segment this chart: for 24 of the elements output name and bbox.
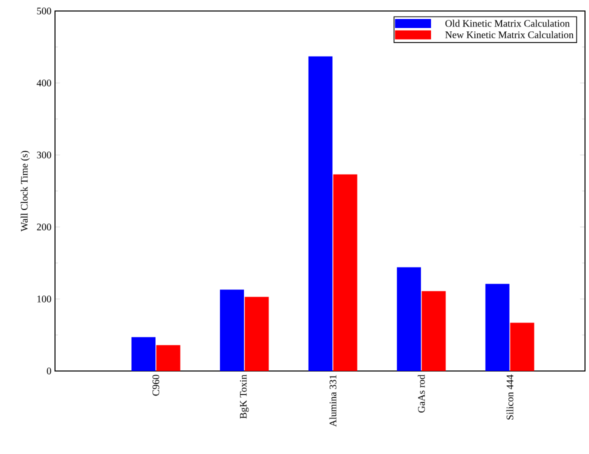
bar bbox=[422, 291, 446, 371]
x-tick-label: C960 bbox=[152, 374, 160, 396]
bar bbox=[510, 322, 534, 371]
bar bbox=[333, 174, 358, 371]
bar bbox=[131, 337, 156, 371]
x-tick-label: BgK Toxin bbox=[240, 374, 249, 419]
y-axis-title: Wall Clock Time (s) bbox=[20, 150, 30, 232]
bar bbox=[244, 296, 269, 371]
y-tick-label: 200 bbox=[36, 224, 52, 230]
bar bbox=[396, 267, 421, 371]
y-tick-label: 300 bbox=[37, 152, 52, 158]
x-tick-label: GaAs rod bbox=[418, 374, 425, 413]
x-tick-label: Alumina 331 bbox=[329, 375, 336, 427]
bar bbox=[485, 284, 510, 371]
y-tick-label: 400 bbox=[36, 80, 52, 86]
y-tick-label: 100 bbox=[37, 296, 52, 302]
legend-label: New Kinetic Matrix Calculation bbox=[445, 31, 574, 38]
bar bbox=[308, 56, 332, 371]
legend-label: Old Kinetic Matrix Calculation bbox=[445, 20, 570, 27]
y-tick-label: 500 bbox=[37, 8, 52, 14]
bar bbox=[156, 345, 180, 371]
bar bbox=[220, 290, 244, 371]
y-tick-label: 0 bbox=[46, 368, 52, 374]
x-tick-label: Silicon 444 bbox=[506, 374, 514, 420]
